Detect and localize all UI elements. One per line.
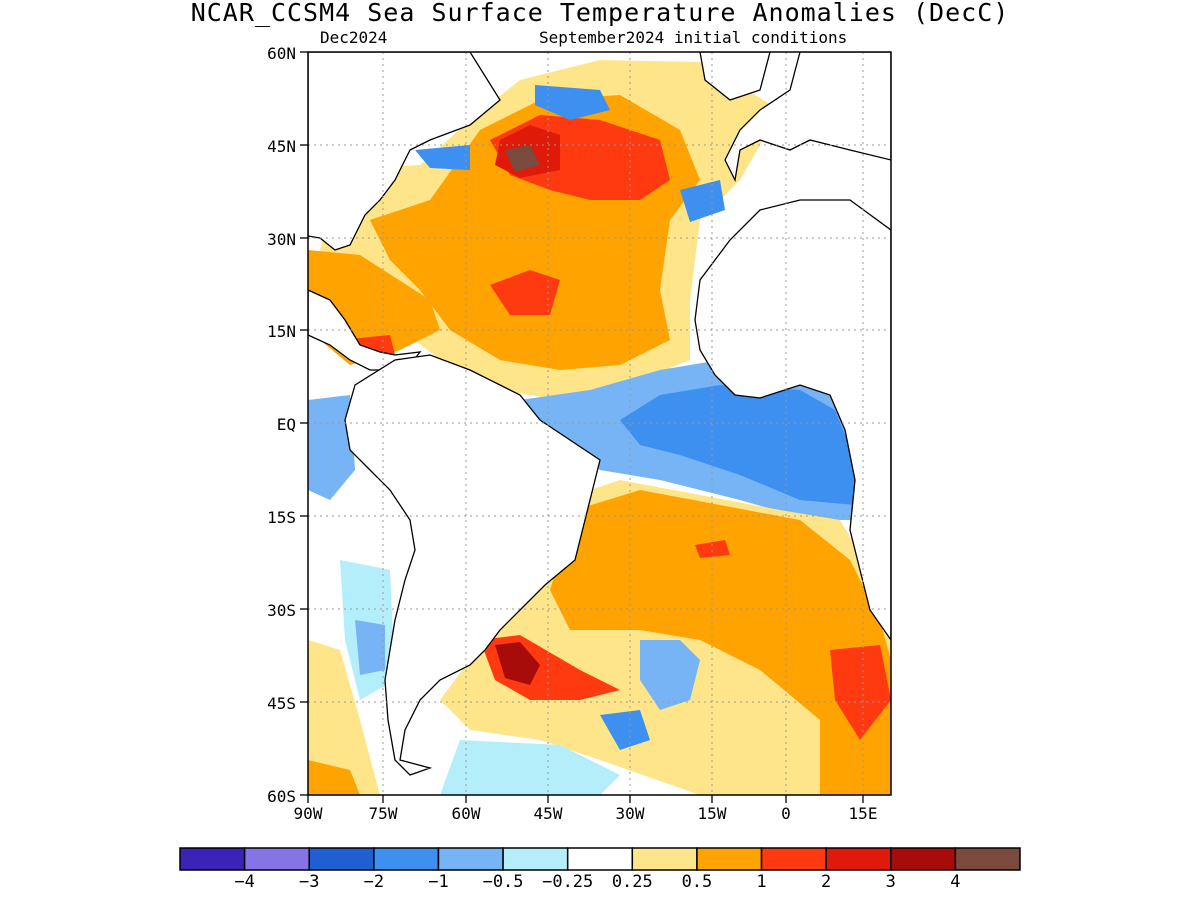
colorbar-swatch <box>954 847 1021 871</box>
anomaly-region-na-cold3 <box>680 180 725 222</box>
lon-label-15w: 15W <box>697 804 727 823</box>
anomaly-region-pacific-cold <box>308 395 355 500</box>
colorbar-tick-label: −1 <box>428 872 449 892</box>
land-europe <box>724 52 891 183</box>
anomaly-region-na-cold2 <box>535 85 610 120</box>
forecast-month-label: Dec2024 <box>320 28 388 47</box>
lat-label-45s: 45S <box>267 694 296 713</box>
colorbar-swatch <box>631 847 698 871</box>
anomaly-region-sa-cold2 <box>600 710 650 750</box>
anomaly-region-pacific-warm <box>308 640 380 795</box>
lat-label-30s: 30S <box>267 601 296 620</box>
land-greenland <box>699 52 771 101</box>
map-field <box>308 52 891 795</box>
lat-label-45n: 45N <box>267 137 296 156</box>
colorbar-tick-label: −4 <box>234 872 255 892</box>
colorbar-tick-label: 1 <box>756 872 767 892</box>
land-south-america <box>344 354 601 776</box>
lon-label-0: 0 <box>781 804 791 823</box>
lat-label-60n: 60N <box>267 44 296 63</box>
colorbar-swatch <box>890 847 957 871</box>
colorbar-swatch <box>760 847 827 871</box>
colorbar-tick-label: 2 <box>821 872 832 892</box>
colorbar-swatch <box>696 847 763 871</box>
colorbar-swatch <box>502 847 569 871</box>
colorbar-swatch <box>308 847 375 871</box>
land-north-america <box>308 52 501 251</box>
anomaly-region-sa-cold <box>640 640 700 710</box>
anomaly-region-sa-cold3 <box>440 740 620 795</box>
map-gridlines <box>308 52 891 795</box>
colorbar <box>179 847 1021 871</box>
colorbar-tick-label: −2 <box>363 872 385 892</box>
anomaly-region-na-2b <box>490 270 560 315</box>
lat-label-eq: EQ <box>276 415 296 434</box>
lon-label-15e: 15E <box>848 804 878 823</box>
initial-conditions-label: September2024 initial conditions <box>539 28 848 47</box>
colorbar-swatch <box>825 847 892 871</box>
lat-label-15s: 15S <box>267 508 296 527</box>
colorbar-swatch <box>437 847 504 871</box>
anomaly-region-pacific-warm2 <box>308 760 360 795</box>
colorbar-tick-label: 0.25 <box>611 872 653 892</box>
lon-label-60w: 60W <box>451 804 481 823</box>
anomaly-region-eq-cold <box>620 385 855 505</box>
anomaly-region-sa-2 <box>830 645 891 740</box>
colorbar-swatch <box>566 847 634 871</box>
anomaly-region-brazil-hotter <box>495 642 540 685</box>
anomaly-region-na-cold <box>415 145 470 170</box>
lat-label-15n: 15N <box>267 322 296 341</box>
lat-label-60s: 60S <box>267 787 296 806</box>
colorbar-swatch <box>243 847 310 871</box>
colorbar-tick-label: 0.5 <box>681 872 713 892</box>
colorbar-tick-label: 4 <box>950 872 961 892</box>
land-africa <box>694 199 891 642</box>
lon-label-75w: 75W <box>368 804 398 823</box>
anomaly-region-pacific-cold3 <box>355 620 385 675</box>
colorbar-tick-label: −3 <box>298 872 320 892</box>
anomaly-region-sa-2b <box>695 540 730 558</box>
lon-label-45w: 45W <box>533 804 563 823</box>
colorbar-tick-label: 3 <box>885 872 896 892</box>
anomaly-region-sa-1 <box>550 490 891 795</box>
map-title: NCAR_CCSM4 Sea Surface Temperature Anoma… <box>190 0 1010 27</box>
colorbar-swatch <box>179 847 246 871</box>
axis-ticks <box>300 51 864 803</box>
colorbar-tick-label: −0.5 <box>482 872 524 892</box>
colorbar-swatch <box>373 847 440 871</box>
colorbar-tick-label: −0.25 <box>542 872 594 892</box>
lon-label-90w: 90W <box>293 804 323 823</box>
lat-label-30n: 30N <box>267 230 296 249</box>
lon-label-30w: 30W <box>615 804 645 823</box>
anomaly-region-na-4 <box>505 145 540 172</box>
